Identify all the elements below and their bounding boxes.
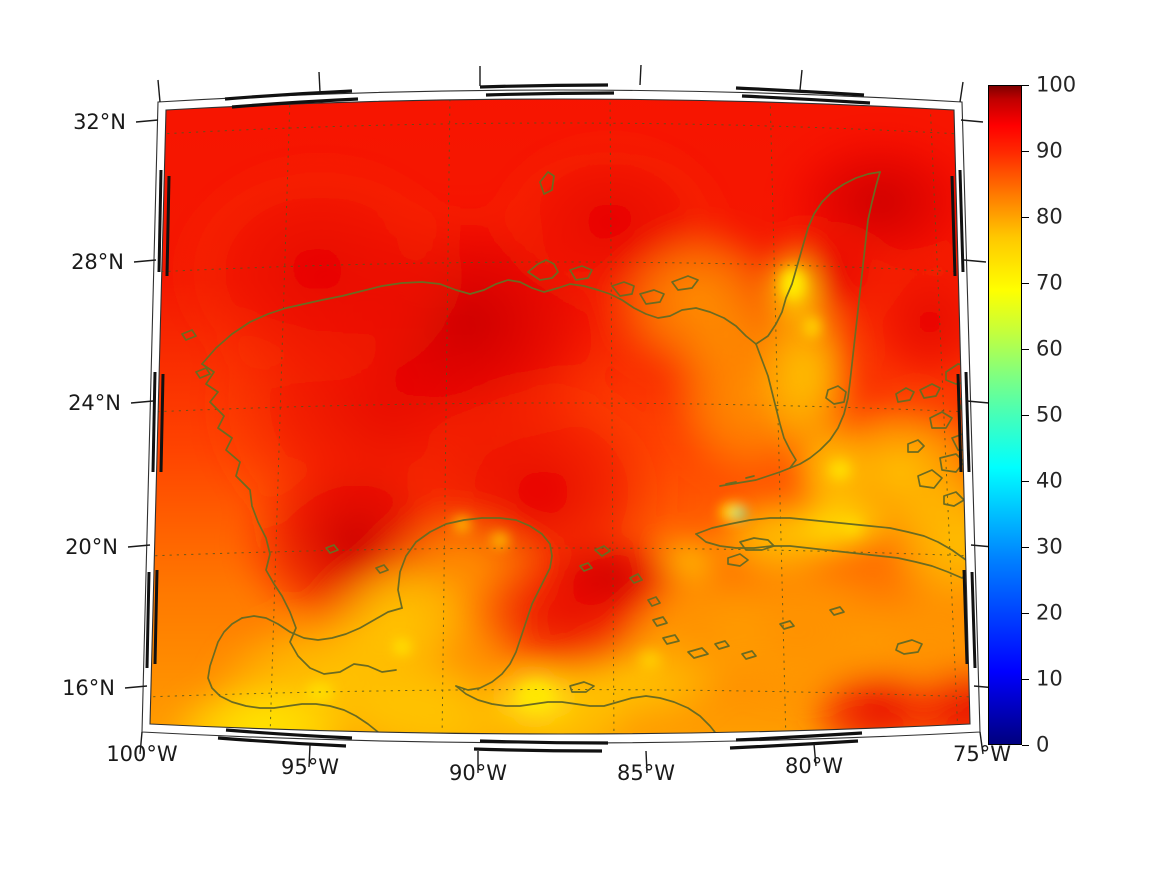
map-neatline [141,83,981,753]
colorbar-tick-90 [1022,151,1029,152]
lon-tick-label-75W: 75°W [953,742,1011,766]
colorbar-tick-50 [1022,415,1029,416]
lat-tick-label-20N: 20°N [65,535,118,559]
colorbar-gradient[interactable] [988,85,1022,745]
lat-tick-label-28N: 28°N [71,250,124,274]
lon-tick-label-90W: 90°W [449,761,507,785]
colorbar-tick-40 [1022,481,1029,482]
colorbar-label-0: 0 [1036,732,1050,757]
colorbar-tick-0 [1022,745,1029,746]
colorbar-tick-100 [1022,85,1029,86]
lon-tick-label-95W: 95°W [281,755,339,779]
colorbar-tick-80 [1022,217,1029,218]
lat-tick-label-32N: 32°N [73,110,126,134]
colorbar-label-80: 80 [1036,204,1063,229]
map-heatmap [124,64,997,774]
colorbar-tick-70 [1022,283,1029,284]
colorbar-label-60: 60 [1036,336,1063,361]
colorbar-tick-20 [1022,613,1029,614]
colorbar-label-10: 10 [1036,666,1063,691]
colorbar-label-100: 100 [1036,72,1077,97]
colorbar-tick-30 [1022,547,1029,548]
scalar-field-blobs [165,122,970,734]
lat-tick-label-24N: 24°N [68,391,121,415]
colorbar-label-50: 50 [1036,402,1063,427]
colorbar-label-30: 30 [1036,534,1063,559]
map-panel [124,64,997,774]
colorbar-label-70: 70 [1036,270,1063,295]
lon-tick-label-100W: 100°W [106,742,178,766]
colorbar-label-90: 90 [1036,138,1063,163]
lon-tick-label-80W: 80°W [785,754,843,778]
lon-tick-label-85W: 85°W [617,761,675,785]
colorbar[interactable]: 100 90 80 70 60 50 40 30 20 10 0 [988,74,1076,755]
scalar-field-hotspots [306,268,862,707]
colorbar-label-40: 40 [1036,468,1063,493]
lat-tick-label-16N: 16°N [62,676,115,700]
colorbar-tick-60 [1022,349,1029,350]
colorbar-tick-10 [1022,679,1029,680]
colorbar-label-20: 20 [1036,600,1063,625]
